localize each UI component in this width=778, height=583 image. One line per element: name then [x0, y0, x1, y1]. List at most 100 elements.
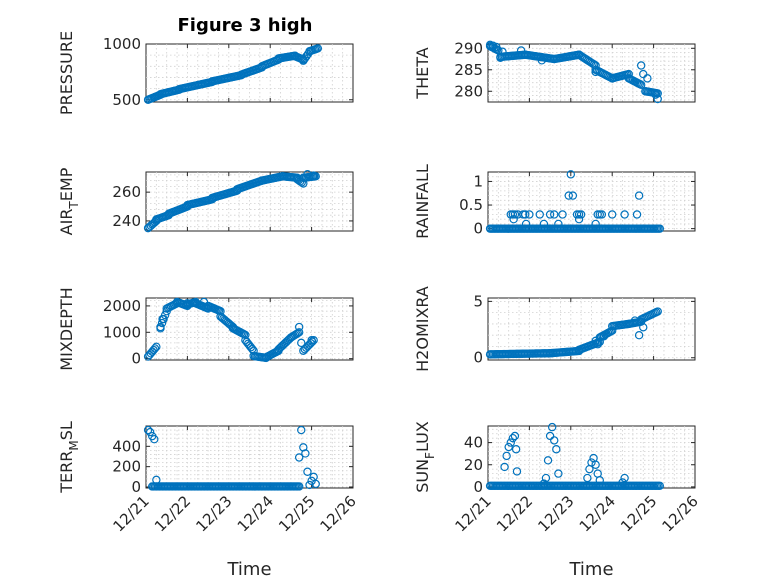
- subplot-rainfall: 0 0.5 1 RAINFALL: [413, 164, 696, 239]
- data-point: [307, 336, 316, 345]
- data-point: [630, 316, 640, 325]
- data-point: [535, 210, 544, 219]
- data-point: [498, 47, 507, 56]
- subplot-h2omixra: 0 5 H2OMIXRA: [413, 286, 696, 372]
- data-point: [568, 191, 578, 200]
- x-tick-label: 12/25: [617, 492, 660, 535]
- y-axis-label: TERRMSL: [57, 421, 81, 494]
- series-theta: [485, 40, 662, 104]
- data-point: [510, 210, 520, 219]
- data-point: [309, 171, 318, 180]
- y-tick-label: 290: [454, 39, 483, 57]
- data-point: [301, 449, 310, 458]
- y-tick-label: 20: [464, 456, 483, 474]
- data-point: [620, 473, 629, 483]
- x-tick-label: 12/26: [659, 492, 702, 535]
- data-point: [158, 314, 167, 324]
- data-point: [591, 219, 600, 229]
- data-point: [595, 476, 604, 485]
- data-point: [597, 210, 607, 219]
- data-point: [550, 210, 559, 219]
- data-point: [591, 460, 600, 469]
- data-point: [156, 324, 165, 333]
- data-point: [583, 473, 592, 483]
- data-point: [150, 344, 160, 353]
- y-axis-label: SUNFLUX: [413, 421, 437, 493]
- data-point: [504, 442, 513, 452]
- data-point: [157, 318, 167, 328]
- y-tick-label: 0: [473, 220, 483, 238]
- y-axis-label: RAINFALL: [413, 164, 432, 239]
- data-point: [183, 299, 192, 308]
- data-point: [587, 458, 596, 467]
- y-tick-label: 0: [131, 478, 141, 496]
- x-tick-label: 12/22: [151, 492, 194, 535]
- x-tick-label: 12/23: [192, 492, 235, 535]
- series-h2omixra: [485, 307, 662, 359]
- data-point: [653, 307, 662, 316]
- data-point: [547, 422, 557, 432]
- data-point: [550, 436, 559, 445]
- data-point: [511, 445, 521, 454]
- data-point: [599, 332, 609, 341]
- y-tick-label: 1000: [103, 35, 141, 53]
- x-axis-label: Time: [226, 559, 271, 580]
- data-point: [508, 433, 518, 443]
- data-point: [512, 467, 522, 476]
- data-point: [294, 482, 304, 491]
- y-tick-label: 240: [112, 212, 141, 230]
- data-point: [618, 478, 627, 487]
- figure-title-group: Figure 3 high: [178, 15, 313, 36]
- data-point: [510, 431, 520, 441]
- data-point: [651, 90, 660, 99]
- y-axis-label: H2OMIXRA: [413, 286, 432, 372]
- plot-area-terr_msl: [145, 425, 354, 489]
- data-point: [593, 340, 602, 349]
- y-tick-label: 400: [112, 437, 141, 455]
- y-tick-label: 260: [112, 183, 141, 201]
- data-point: [636, 61, 646, 70]
- y-tick-label: 285: [454, 61, 483, 79]
- data-point: [554, 219, 563, 229]
- data-point: [294, 453, 304, 462]
- y-tick-label: 0: [473, 349, 483, 367]
- data-point: [558, 210, 567, 219]
- y-axis-label: PRESSURE: [57, 31, 76, 115]
- data-point: [506, 438, 515, 447]
- data-point: [525, 210, 534, 219]
- y-tick-label: 280: [454, 82, 483, 100]
- y-tick-label: 2000: [103, 297, 141, 315]
- data-point: [539, 479, 549, 488]
- y-axis-label: MIXDEPTH: [57, 287, 76, 370]
- data-point: [509, 214, 518, 224]
- x-axis-label: Time: [568, 559, 613, 580]
- x-tick-label: 12/21: [110, 492, 153, 535]
- y-tick-label: 0: [473, 478, 483, 496]
- data-point: [608, 210, 617, 219]
- data-point: [311, 479, 320, 489]
- data-point: [543, 456, 553, 465]
- data-point: [576, 210, 586, 219]
- subplot-theta: 280 285 290 THETA: [413, 39, 696, 104]
- subplot-mixdepth: 0 1000 2000 MIXDEPTH: [57, 287, 354, 371]
- data-point: [521, 219, 531, 229]
- data-point: [516, 46, 526, 55]
- data-point: [639, 323, 648, 332]
- data-point: [566, 170, 576, 179]
- series-sun_flux: [485, 422, 665, 490]
- data-point: [636, 80, 646, 90]
- data-point: [591, 67, 600, 77]
- data-point: [293, 328, 302, 338]
- data-point: [294, 328, 304, 337]
- data-point: [294, 322, 304, 332]
- data-point: [199, 297, 209, 307]
- data-point: [313, 44, 323, 53]
- data-point: [634, 191, 644, 200]
- data-point: [620, 210, 629, 219]
- subplot-pressure: 500 1000 PRESSURE: [57, 31, 354, 115]
- data-point: [537, 56, 547, 65]
- x-tick-label: 12/23: [534, 492, 577, 535]
